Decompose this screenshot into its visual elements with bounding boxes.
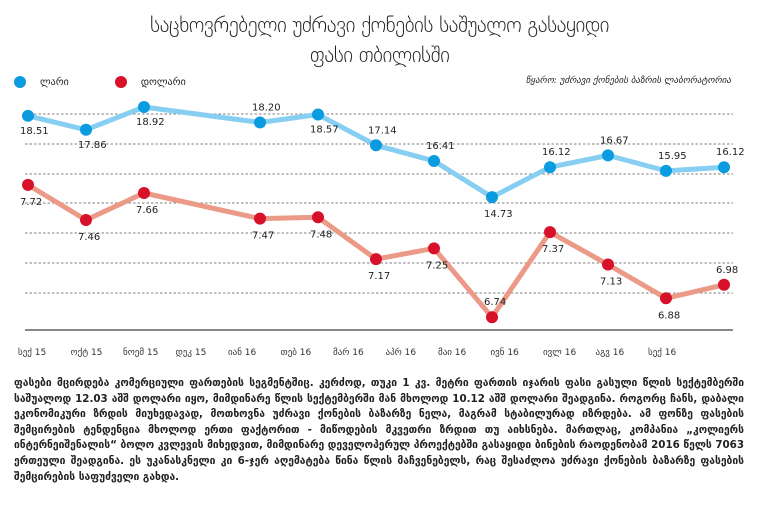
data-label-lari: 17.86	[78, 140, 107, 151]
data-point-lari	[660, 164, 672, 177]
data-point-lari	[602, 149, 614, 162]
legend-label-lari: ლარი	[40, 76, 69, 88]
legend-swatch-lari	[14, 76, 26, 88]
data-point-dollar	[486, 311, 498, 324]
x-tick-label: აგვ 16	[596, 348, 625, 358]
data-label-dollar: 7.46	[78, 232, 100, 243]
x-tick-label: იან 16	[228, 347, 257, 358]
data-point-lari	[22, 109, 34, 122]
data-point-dollar	[428, 242, 440, 255]
x-tick-label: თებ 16	[281, 347, 312, 358]
data-point-lari	[254, 116, 266, 129]
chart-title: საცხოვრებელი უძრავი ქონების საშუალო გასა…	[0, 10, 759, 70]
data-label-dollar: 6.98	[716, 265, 738, 276]
data-point-lari	[718, 161, 730, 174]
data-point-lari	[544, 161, 556, 174]
x-tick-label: ნოემ 15	[123, 347, 158, 358]
series-line-lari	[27, 104, 725, 200]
data-label-lari: 18.20	[252, 102, 281, 113]
data-label-lari: 16.12	[716, 147, 745, 158]
data-point-lari	[80, 123, 92, 136]
data-label-dollar: 7.37	[542, 244, 564, 255]
data-point-dollar	[718, 278, 730, 291]
data-label-lari: 18.92	[136, 117, 165, 128]
data-point-dollar	[602, 258, 614, 271]
data-label-dollar: 6.74	[484, 297, 506, 308]
data-point-dollar	[370, 253, 382, 266]
x-tick-label: მაი 16	[438, 347, 467, 358]
data-label-lari: 15.95	[658, 151, 687, 162]
data-label-lari: 16.12	[542, 147, 571, 158]
data-point-dollar	[138, 187, 150, 199]
x-tick-label: აპრ 16	[386, 347, 417, 358]
x-tick-label: სექ 15	[18, 347, 46, 358]
data-label-dollar: 6.88	[658, 310, 680, 321]
title-line-2: ფასი თბილისში	[309, 43, 450, 67]
data-label-dollar: 7.66	[136, 205, 158, 216]
data-label-lari: 16.41	[426, 141, 455, 152]
legend-item-lari: ლარი	[14, 76, 69, 88]
data-point-dollar	[254, 212, 266, 225]
data-label-dollar: 7.48	[310, 229, 332, 240]
data-label-lari: 18.57	[310, 125, 339, 136]
data-point-lari	[370, 139, 382, 152]
data-point-lari	[312, 108, 324, 121]
title-line-1: საცხოვრებელი უძრავი ქონების საშუალო გასა…	[150, 13, 609, 37]
x-tick-label: დეკ 15	[176, 348, 207, 358]
line-chart: სექ 15 ოქტ 15 ნოემ 15 დეკ 15 იან 16 თებ 16 მარ…	[18, 101, 745, 358]
data-point-dollar	[22, 178, 34, 191]
legend: ლარი დოლარი	[14, 76, 186, 88]
data-label-dollar: 7.17	[368, 271, 390, 282]
data-label-lari: 18.51	[20, 126, 49, 137]
x-tick-label: ივნ 16	[491, 347, 520, 358]
series-line-dollar	[26, 182, 725, 320]
data-point-lari	[138, 101, 150, 113]
data-point-dollar	[312, 211, 324, 224]
data-point-lari	[428, 154, 440, 167]
legend-swatch-dollar	[114, 76, 127, 88]
legend-label-dollar: დოლარი	[140, 76, 186, 88]
data-label-dollar: 7.13	[600, 277, 622, 288]
data-label-lari: 17.14	[368, 125, 397, 136]
x-tick-label: მარ 16	[333, 347, 364, 358]
data-point-dollar	[80, 214, 92, 226]
data-point-lari	[486, 191, 498, 204]
data-label-dollar: 7.25	[426, 260, 448, 271]
x-tick-label: ოქტ 15	[71, 347, 103, 358]
data-point-dollar	[660, 292, 672, 305]
source-note: წყარო: უძრავი ქონების ბაზრის ლაბორატორია	[525, 76, 731, 86]
legend-item-dollar: დოლარი	[114, 76, 186, 88]
data-point-dollar	[544, 226, 556, 239]
article-paragraph: ფასები მცირდება კომერციული ფართების სეგმ…	[14, 377, 744, 483]
data-label-lari: 16.67	[600, 135, 629, 146]
data-label-dollar: 7.72	[20, 197, 42, 208]
x-tick-label: ივლ 16	[543, 348, 576, 358]
x-tick-label: სექ 16	[648, 347, 676, 358]
data-label-dollar: 7.47	[252, 231, 274, 242]
data-label-lari: 14.73	[484, 209, 513, 220]
